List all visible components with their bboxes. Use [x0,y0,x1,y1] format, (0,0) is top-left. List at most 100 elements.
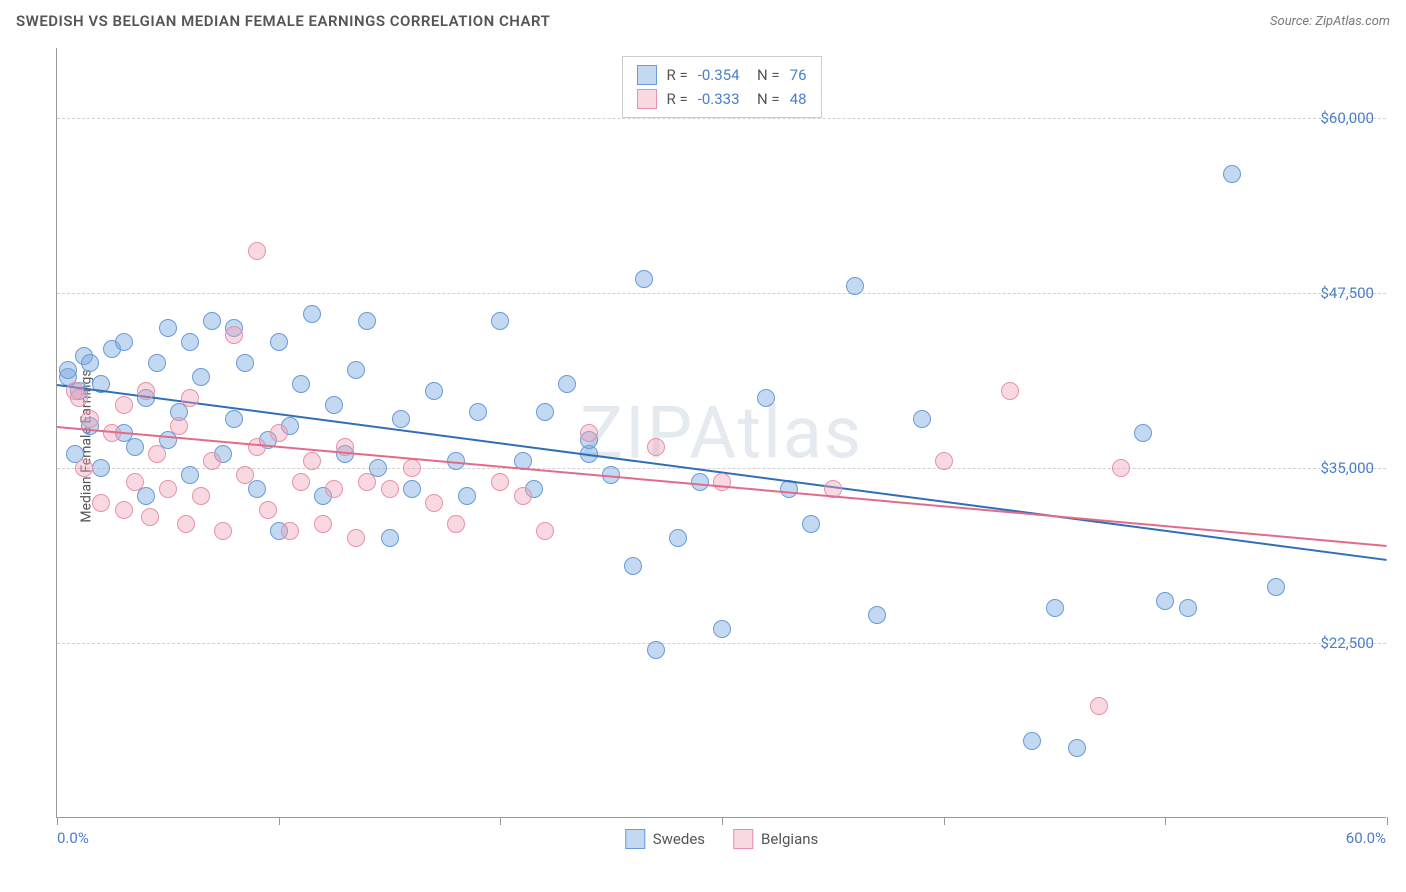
x-tick [57,817,58,825]
scatter-point [292,375,310,393]
scatter-point [347,529,365,547]
scatter-point [1267,578,1285,596]
correlation-stats-box: R = -0.354 N = 76R = -0.333 N = 48 [621,56,821,118]
legend-swatch [733,829,753,849]
scatter-point [192,368,210,386]
scatter-point [248,242,266,260]
scatter-point [270,333,288,351]
scatter-point [126,438,144,456]
scatter-point [1156,592,1174,610]
scatter-point [1023,732,1041,750]
scatter-point [92,459,110,477]
stats-swatch [636,89,656,109]
scatter-point [181,389,199,407]
scatter-point [225,326,243,344]
scatter-point [1001,382,1019,400]
x-tick [1165,817,1166,825]
scatter-point [425,382,443,400]
scatter-point [713,473,731,491]
y-tick-label: $35,000 [1320,459,1374,477]
scatter-point [148,354,166,372]
scatter-point [647,438,665,456]
scatter-point [292,473,310,491]
scatter-point [325,480,343,498]
scatter-point [92,494,110,512]
gridline [57,643,1386,644]
scatter-point [170,417,188,435]
scatter-point [177,515,195,533]
scatter-point [1090,697,1108,715]
scatter-point [624,557,642,575]
scatter-point [1112,459,1130,477]
x-min-label: 0.0% [57,829,89,847]
x-tick [944,817,945,825]
scatter-point [580,424,598,442]
stats-r-value: -0.333 [698,90,740,108]
stats-r-label: R = [666,90,687,108]
gridline [57,118,1386,119]
scatter-point [913,410,931,428]
gridline [57,293,1386,294]
scatter-point [70,389,88,407]
scatter-point [458,487,476,505]
scatter-point [81,410,99,428]
scatter-point [358,473,376,491]
y-tick-label: $47,500 [1320,284,1374,302]
scatter-point [358,312,376,330]
legend-item: Swedes [625,829,705,849]
chart-legend: Swedes Belgians [625,829,819,849]
scatter-point [141,508,159,526]
y-tick-label: $22,500 [1320,634,1374,652]
scatter-point [248,480,266,498]
scatter-point [137,382,155,400]
scatter-point [236,354,254,372]
scatter-point [236,466,254,484]
scatter-point [126,473,144,491]
stats-row: R = -0.354 N = 76 [636,63,806,87]
gridline [57,468,1386,469]
scatter-point [425,494,443,512]
scatter-point [447,515,465,533]
scatter-point [802,515,820,533]
stats-n-label: N = [750,90,780,108]
scatter-point [115,396,133,414]
scatter-point [137,487,155,505]
scatter-point [181,466,199,484]
scatter-point [1134,424,1152,442]
scatter-point [514,487,532,505]
scatter-point [403,480,421,498]
scatter-point [392,410,410,428]
scatter-point [270,424,288,442]
scatter-point [846,277,864,295]
scatter-point [214,522,232,540]
scatter-point [1179,599,1197,617]
scatter-point [159,480,177,498]
scatter-point [347,361,365,379]
x-tick [279,817,280,825]
scatter-point [159,319,177,337]
scatter-point [491,312,509,330]
scatter-point [1046,599,1064,617]
stats-r-value: -0.354 [698,66,740,84]
chart-source: Source: ZipAtlas.com [1270,14,1390,29]
scatter-point [647,641,665,659]
stats-n-label: N = [750,66,780,84]
stats-swatch [636,65,656,85]
x-tick [500,817,501,825]
stats-n-value: 76 [790,66,807,84]
scatter-point [281,522,299,540]
legend-label: Belgians [761,830,818,848]
scatter-point [381,529,399,547]
scatter-point [115,333,133,351]
chart-header: SWEDISH VS BELGIAN MEDIAN FEMALE EARNING… [0,0,1406,38]
scatter-point [192,487,210,505]
scatter-chart: ZIPAtlas R = -0.354 N = 76 R = -0.333 N =… [56,48,1386,818]
scatter-point [259,501,277,519]
scatter-point [935,452,953,470]
legend-swatch [625,829,645,849]
scatter-point [325,396,343,414]
x-tick [722,817,723,825]
scatter-point [203,452,221,470]
scatter-point [491,473,509,491]
watermark-text: ZIPAtlas [580,390,863,475]
